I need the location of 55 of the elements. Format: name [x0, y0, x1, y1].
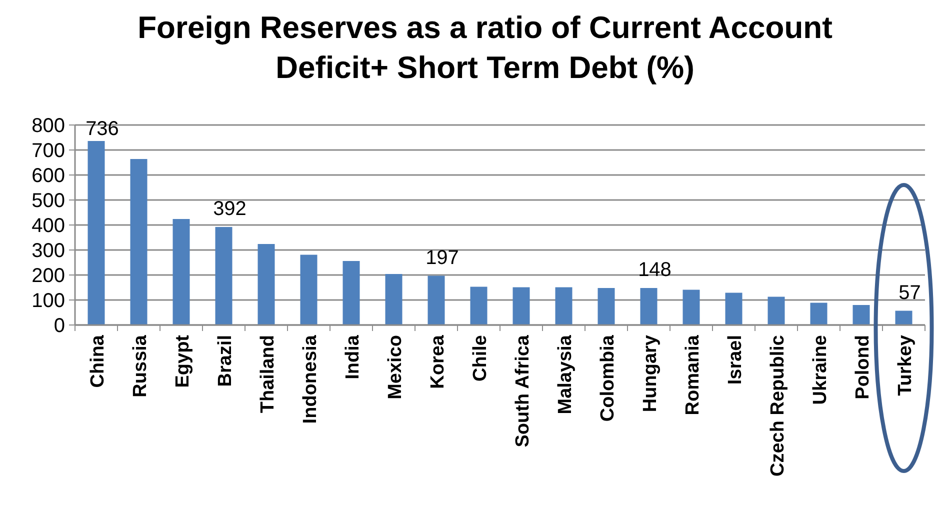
y-tick-label: 200: [32, 265, 65, 287]
y-tick-label: 100: [32, 290, 65, 312]
y-tick-label: 0: [54, 315, 65, 337]
bar: [300, 254, 318, 325]
bar: [768, 296, 785, 325]
bar: [258, 244, 275, 325]
bar: [682, 290, 700, 325]
x-tick-label: Korea: [427, 334, 448, 389]
data-label: 197: [426, 246, 459, 269]
bar: [172, 219, 190, 325]
data-label: 57: [898, 282, 921, 304]
y-tick-label: 600: [32, 165, 65, 187]
bar: [130, 159, 148, 325]
bar: [470, 286, 488, 325]
x-tick-label: Thailand: [257, 335, 278, 414]
y-tick-label: 300: [32, 240, 65, 262]
x-tick-label: South Africa: [512, 334, 534, 448]
x-tick-label: Egypt: [172, 334, 194, 388]
x-tick-label: Romania: [682, 334, 704, 416]
bar: [88, 141, 105, 325]
chart-title: Foreign Reserves as a ratio of Current Account Deficit+ Short Term Debt (%): [138, 10, 832, 85]
bar: [598, 288, 615, 325]
y-tick-label: 800: [32, 115, 65, 137]
x-tick-label: Colombia: [597, 334, 618, 422]
x-tick-label: Israel: [724, 335, 746, 385]
data-label: 148: [638, 259, 672, 281]
x-tick-label: India: [342, 334, 364, 380]
x-tick-label: Czech Republic: [767, 334, 788, 476]
y-tick-label: 400: [32, 215, 65, 237]
bar: [215, 227, 232, 325]
bar: [512, 287, 530, 325]
x-tick-label: Hungary: [640, 334, 661, 412]
x-tick-label: Indonesia: [300, 334, 321, 424]
x-tick-label: Polond: [852, 335, 874, 400]
bar: [810, 302, 828, 325]
data-label: 736: [86, 118, 119, 140]
y-tick-label: 700: [32, 140, 65, 162]
x-tick-label: Turkey: [894, 334, 916, 396]
data-label: 392: [213, 198, 246, 220]
x-tick-label: Russia: [130, 334, 151, 398]
x-tick-label: Chile: [470, 335, 491, 382]
x-tick-label: Ukraine: [810, 335, 831, 405]
y-tick-label: 500: [32, 190, 65, 212]
x-tick-label: Brazil: [214, 335, 236, 387]
x-tick-label: Mexico: [384, 335, 406, 400]
bar: [725, 292, 742, 325]
bar: [640, 288, 658, 325]
x-tick-label: China: [87, 334, 108, 388]
bar: [428, 276, 445, 325]
bar: [852, 305, 870, 325]
x-tick-label: Malaysia: [554, 334, 576, 414]
bar: [895, 310, 912, 325]
bar: [342, 261, 360, 325]
bar: [555, 287, 572, 325]
bar: [385, 274, 402, 325]
